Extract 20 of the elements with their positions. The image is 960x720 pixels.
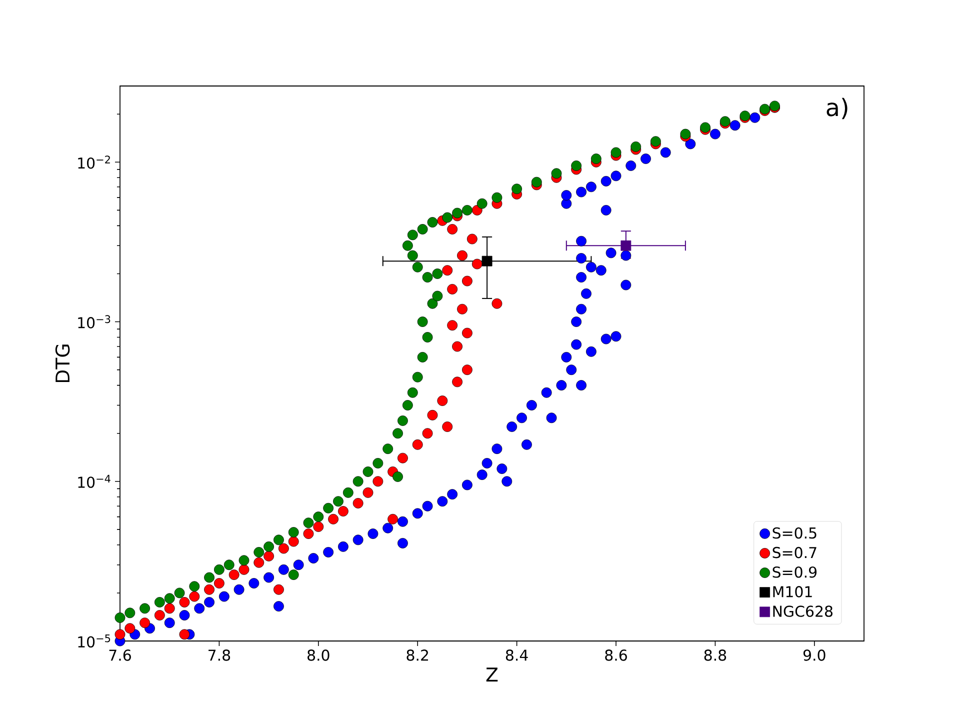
x-tick-label: 7.6 xyxy=(109,650,131,661)
x-axis-title: Z xyxy=(486,668,498,682)
y-tick-label: 10$^{−4}$ xyxy=(78,474,110,488)
y-axis-title: DTG xyxy=(55,344,70,382)
x-tick-label: 9.0 xyxy=(803,650,826,661)
x-tick-label: 8.6 xyxy=(605,650,627,661)
x-tick-label: 8.0 xyxy=(308,650,330,661)
x-tick-label: 8.2 xyxy=(406,650,428,661)
legend-label: S=0.5 xyxy=(772,527,816,539)
y-tick-label: 10$^{−2}$ xyxy=(78,156,110,169)
annotation: a) xyxy=(826,98,848,120)
y-tick-label: 10$^{−3}$ xyxy=(78,315,110,328)
x-tick-label: 8.8 xyxy=(704,650,726,661)
y-tick-label: 10$^{−5}$ xyxy=(78,634,110,648)
x-tick-label: 7.8 xyxy=(208,650,230,661)
legend-label: M101 xyxy=(773,586,812,598)
legend-label: S=0.9 xyxy=(772,566,817,578)
legend-label: NGC628 xyxy=(773,606,832,617)
x-tick-label: 8.4 xyxy=(506,650,528,661)
legend-label: S=0.7 xyxy=(772,546,816,558)
